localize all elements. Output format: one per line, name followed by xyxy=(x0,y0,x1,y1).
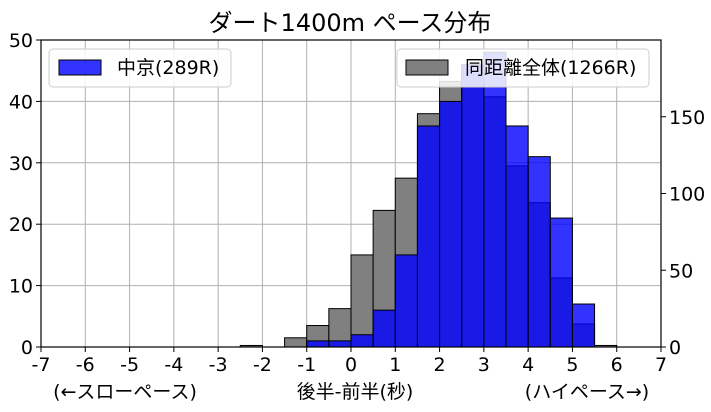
legend-left-label: 中京(289R) xyxy=(117,57,219,79)
x-tick-label-7: 0 xyxy=(345,354,357,376)
y-left-tick-label-2: 20 xyxy=(9,214,33,236)
legend-right-label: 同距離全体(1266R) xyxy=(465,57,636,79)
legend-right-box xyxy=(396,48,650,88)
legend-right-swatch xyxy=(405,59,449,76)
y-right-tick-label-0: 0 xyxy=(669,337,681,359)
y-right-tick-label-3: 150 xyxy=(669,107,705,129)
x-tick-label-2: -5 xyxy=(120,354,139,376)
x-tick-label-4: -3 xyxy=(209,354,228,376)
y-left-tick-label-4: 40 xyxy=(9,91,33,113)
chukyo-bar-11 xyxy=(483,51,507,348)
y-right-tick-label-1: 50 xyxy=(669,260,693,282)
x-axis-label-slow: (←スローペース) xyxy=(53,381,197,403)
x-axis-label-high: (ハイペース→) xyxy=(525,381,649,403)
legend-right: 同距離全体(1266R) xyxy=(396,48,650,88)
x-axis-label: 後半-前半(秒) xyxy=(297,381,414,403)
x-axis-ticks: -7 -6 -5 -4 -3 -2 -1 0 1 2 3 4 5 6 7 xyxy=(32,347,667,376)
chukyo-bar-6 xyxy=(372,309,396,348)
chukyo-bar-12 xyxy=(505,125,529,348)
chukyo-bar-4 xyxy=(328,340,352,348)
y-right-tick-label-2: 100 xyxy=(669,184,705,206)
x-tick-label-0: -7 xyxy=(32,354,51,376)
x-tick-label-10: 3 xyxy=(478,354,490,376)
y-left-tick-label-0: 0 xyxy=(21,337,33,359)
legend-left-box xyxy=(48,48,232,88)
chukyo-bars xyxy=(306,51,596,348)
chukyo-bar-9 xyxy=(439,100,463,348)
x-tick-label-11: 4 xyxy=(522,354,534,376)
x-tick-label-13: 6 xyxy=(611,354,623,376)
overall-bar-2 xyxy=(284,337,308,348)
x-tick-label-8: 1 xyxy=(389,354,401,376)
x-tick-label-14: 7 xyxy=(655,354,667,376)
y-left-axis-ticks: 0 10 20 30 40 50 xyxy=(9,30,41,359)
chukyo-bar-7 xyxy=(394,254,418,348)
chukyo-bar-15 xyxy=(571,303,596,348)
chukyo-bar-13 xyxy=(527,156,551,348)
legend-left-swatch xyxy=(58,59,102,76)
legend-left: 中京(289R) xyxy=(48,48,232,88)
chukyo-bar-14 xyxy=(549,217,573,348)
x-tick-label-6: -1 xyxy=(297,354,316,376)
overall-bar-5 xyxy=(350,254,374,348)
y-left-tick-label-5: 50 xyxy=(9,30,33,52)
x-tick-label-1: -6 xyxy=(76,354,95,376)
x-tick-label-9: 2 xyxy=(434,354,446,376)
y-left-tick-label-3: 30 xyxy=(9,153,33,175)
chukyo-bar-8 xyxy=(416,125,441,348)
chart-title: ダート1400m ペース分布 xyxy=(209,9,492,37)
x-tick-label-12: 5 xyxy=(566,354,578,376)
y-right-axis-ticks: 0 50 100 150 xyxy=(661,107,705,359)
x-tick-label-5: -2 xyxy=(253,354,272,376)
chukyo-bar-5 xyxy=(350,334,374,348)
chukyo-bar-10 xyxy=(461,64,485,348)
chukyo-bar-3 xyxy=(306,340,330,348)
y-left-tick-label-1: 10 xyxy=(9,276,33,298)
x-tick-label-3: -4 xyxy=(164,354,183,376)
